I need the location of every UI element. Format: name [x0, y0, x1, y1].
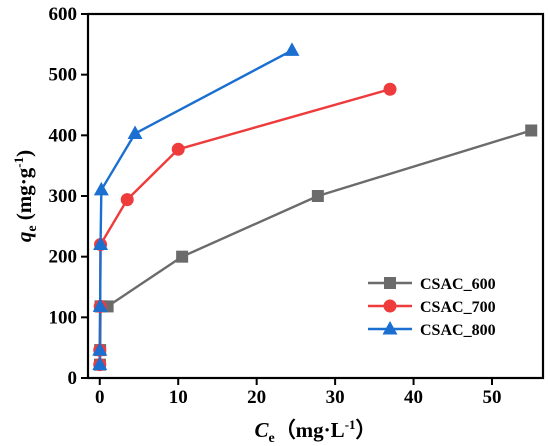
y-tick-label: 600: [49, 4, 78, 25]
data-point: [93, 236, 109, 251]
x-tick-label: 0: [95, 387, 105, 408]
x-tick-label: 30: [326, 387, 345, 408]
data-point: [311, 190, 324, 202]
x-axis-units: （mg·L: [275, 418, 345, 442]
x-axis-subscript: e: [268, 431, 274, 446]
y-tick-label: 300: [49, 186, 78, 207]
legend-label: CSAC_800: [420, 322, 496, 339]
data-point: [93, 181, 109, 196]
legend: CSAC_600 CSAC_700 CSAC_800: [368, 276, 496, 339]
x-axis-title: Ce（mg·L-1）: [254, 417, 376, 446]
y-axis-units-sup: -1: [11, 157, 26, 168]
y-axis-units-close: ): [12, 150, 36, 157]
data-point: [176, 250, 189, 263]
data-point: [127, 125, 143, 140]
data-point: [284, 42, 300, 56]
y-tick-label: 400: [49, 125, 78, 146]
legend-marker: [382, 321, 398, 335]
y-axis-subscript: e: [25, 225, 40, 231]
legend-label: CSAC_600: [420, 276, 496, 293]
y-tick-label: 200: [49, 247, 78, 268]
series-markers: [92, 42, 538, 372]
y-tick-label: 500: [49, 65, 78, 86]
data-point: [120, 193, 134, 207]
y-axis: 0 100 200 300 400 500 600: [49, 4, 88, 389]
data-point: [525, 124, 538, 137]
data-point: [92, 298, 108, 312]
y-axis-symbol: q: [12, 232, 36, 243]
data-point: [92, 342, 108, 356]
x-axis-units-close: ）: [356, 418, 377, 442]
y-tick-label: 0: [68, 368, 78, 389]
data-point: [92, 356, 108, 371]
legend-label: CSAC_700: [420, 299, 496, 316]
data-point: [171, 142, 185, 156]
x-axis-symbol: C: [254, 418, 269, 442]
x-tick-label: 20: [247, 387, 266, 408]
y-axis-title: qe (mg·g-1): [11, 150, 40, 242]
series-line-CSAC_800: [98, 49, 293, 365]
legend-marker: [384, 277, 396, 289]
x-tick-label: 50: [483, 387, 502, 408]
x-axis: 0 10 20 30 40 50: [95, 378, 502, 408]
y-axis-units: (mg·g: [12, 167, 36, 225]
data-point: [383, 82, 397, 96]
legend-marker: [383, 299, 397, 313]
x-axis-units-sup: -1: [345, 417, 356, 432]
series-line-CSAC_700: [98, 88, 391, 365]
y-tick-label: 100: [49, 307, 78, 328]
x-tick-label: 10: [169, 387, 188, 408]
x-tick-label: 40: [404, 387, 423, 408]
series-lines: [98, 49, 532, 365]
